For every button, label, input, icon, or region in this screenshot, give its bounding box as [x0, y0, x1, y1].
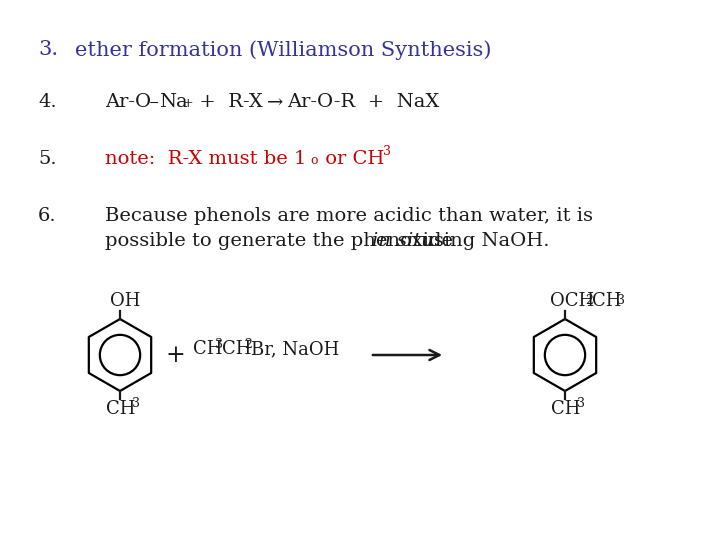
Text: 3.: 3.: [38, 40, 58, 59]
Text: CH: CH: [193, 340, 222, 358]
Text: possible to generate the phenoxide: possible to generate the phenoxide: [105, 232, 459, 250]
Text: 6.: 6.: [38, 207, 57, 225]
Text: or CH: or CH: [319, 150, 384, 168]
Text: using NaOH.: using NaOH.: [415, 232, 549, 250]
Text: 5.: 5.: [38, 150, 57, 168]
Text: Because phenols are more acidic than water, it is: Because phenols are more acidic than wat…: [105, 207, 593, 225]
Text: +: +: [183, 97, 194, 110]
Text: in situ: in situ: [372, 232, 433, 250]
Text: 3: 3: [132, 397, 140, 410]
Text: 3: 3: [577, 397, 585, 410]
Text: 3: 3: [215, 338, 223, 350]
Text: Ar-O: Ar-O: [105, 93, 151, 111]
Text: note:  R-X must be 1: note: R-X must be 1: [105, 150, 307, 168]
Text: 3: 3: [617, 294, 625, 307]
Text: CH: CH: [222, 340, 251, 358]
Text: 2: 2: [244, 338, 252, 350]
Text: o: o: [310, 154, 318, 167]
Text: CH: CH: [106, 400, 135, 418]
Text: →: →: [267, 93, 284, 111]
Text: 3: 3: [383, 145, 391, 158]
Text: Na: Na: [159, 93, 188, 111]
Text: Br, NaOH: Br, NaOH: [251, 340, 339, 358]
Text: +: +: [165, 343, 185, 367]
Text: +  R-X: + R-X: [193, 93, 263, 111]
Text: CH: CH: [551, 400, 580, 418]
Text: 4.: 4.: [38, 93, 57, 111]
Text: CH: CH: [592, 292, 621, 310]
Text: OCH: OCH: [550, 292, 594, 310]
Text: OH: OH: [110, 292, 140, 310]
Text: ether formation (Williamson Synthesis): ether formation (Williamson Synthesis): [75, 40, 492, 60]
Text: −: −: [149, 97, 160, 110]
Text: 2: 2: [585, 294, 593, 307]
Text: Ar-O-R  +  NaX: Ar-O-R + NaX: [287, 93, 439, 111]
